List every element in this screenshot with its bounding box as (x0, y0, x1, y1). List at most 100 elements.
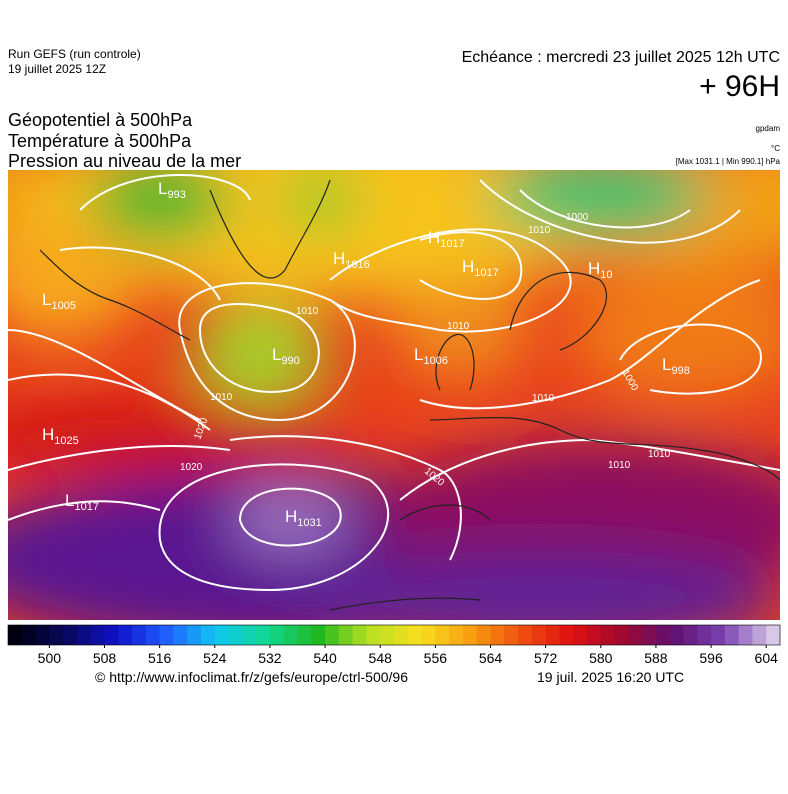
center: H1031 (285, 507, 322, 529)
center: H10 (588, 259, 613, 281)
center: H1017 (428, 228, 465, 250)
isobar-label: 1010 (528, 225, 551, 236)
center-value: 993 (167, 189, 185, 201)
unit: °C (771, 144, 780, 153)
colorbar-cell (697, 625, 712, 645)
colorbar-cell (201, 625, 216, 645)
temperature-field (8, 170, 780, 620)
colorbar-cell (504, 625, 519, 645)
generated-time: 19 juil. 2025 16:20 UTC (537, 669, 684, 685)
colorbar-tick-label: 524 (203, 650, 227, 666)
field: Température à 500hPa (8, 131, 192, 151)
colorbar-tick-label: 540 (313, 650, 337, 666)
colorbar-cell (559, 625, 574, 645)
center-value: 10 (600, 269, 612, 281)
colorbar-cell (421, 625, 436, 645)
center-value: 1005 (51, 300, 75, 312)
isobar-label: 1010 (447, 321, 470, 332)
field: Géopotentiel à 500hPa (8, 110, 193, 130)
unit: [Max 1031.1 | Min 990.1] hPa (676, 157, 781, 166)
center-kind: H (333, 249, 345, 268)
colorbar-cell (766, 625, 781, 645)
colorbar-cell (449, 625, 464, 645)
isobar-label: 1010 (532, 393, 555, 404)
colorbar-cell (269, 625, 285, 645)
colorbar-frame (7, 624, 781, 646)
center-value: 1017 (440, 238, 464, 250)
colorbar-cell (118, 625, 133, 645)
coastlines (39, 179, 780, 611)
center-kind: H (285, 507, 297, 526)
center: H1017 (462, 257, 499, 279)
colorbar-tick-label: 516 (148, 650, 172, 666)
unit: gpdam (756, 124, 781, 133)
colorbar-cell (228, 625, 243, 645)
colorbar-tick-label: 588 (644, 650, 668, 666)
center: L1006 (414, 345, 448, 367)
colorbar-cell (642, 625, 657, 645)
center-value: 1016 (345, 259, 369, 271)
colorbar: 500 508 516 524 532 540 548 556 564 572 580 588 596 6… (7, 624, 781, 666)
isobar-label: 1010 (608, 460, 631, 471)
colorbar-cell (380, 625, 395, 645)
colorbar-cell (407, 625, 423, 645)
colorbar-cell (311, 625, 326, 645)
center-value: 1031 (297, 517, 321, 529)
colorbar-tick-label: 532 (258, 650, 282, 666)
source-url: © http://www.infoclimat.fr/z/gefs/europe… (95, 669, 408, 685)
colorbar-cell (476, 625, 491, 645)
center: L993 (158, 179, 186, 201)
isobars (8, 174, 780, 592)
colorbar-cell (187, 625, 202, 645)
colorbar-cell (587, 625, 602, 645)
colorbar-cell (628, 625, 643, 645)
colorbar-cell (752, 625, 767, 645)
field: Pression au niveau de la mer (8, 151, 241, 171)
colorbar-cell (49, 625, 64, 645)
colorbar-tick-label: 556 (424, 650, 448, 666)
center-kind: L (414, 345, 423, 364)
valid-time: Echéance : mercredi 23 juillet 2025 12h … (462, 49, 780, 66)
run-date: 19 juillet 2025 12Z (8, 62, 106, 76)
lead-time: + 96H (699, 70, 780, 103)
colorbar-cell (90, 625, 105, 645)
center-value: 1006 (423, 355, 447, 367)
colorbar-cell (173, 625, 188, 645)
colorbar-cell (573, 625, 588, 645)
colorbar-cell (531, 625, 547, 645)
colorbar-tick-label: 580 (589, 650, 613, 666)
map: L993 H1017 H1016 H1017 H10 L1005 L990 L1… (8, 170, 780, 620)
center-kind: L (272, 345, 281, 364)
isobar-label: 1020 (180, 462, 203, 473)
colorbar-cell (655, 625, 671, 645)
colorbar-cell (394, 625, 409, 645)
colorbar-cell (76, 625, 92, 645)
center-value: 1017 (74, 501, 98, 513)
colorbar-tick-label: 500 (38, 650, 62, 666)
colorbar-cell (724, 625, 740, 645)
center: L998 (662, 355, 690, 377)
colorbar-cell (8, 625, 23, 645)
center-value: 1017 (474, 267, 498, 279)
colorbar-cell (435, 625, 450, 645)
colorbar-cell (21, 625, 37, 645)
center: L1005 (42, 290, 76, 312)
colorbar-cell (297, 625, 312, 645)
colorbar-cell (683, 625, 698, 645)
colorbar-cell (462, 625, 478, 645)
isobar-label: 1010 (210, 392, 233, 403)
colorbar-cell (242, 625, 257, 645)
isobar-label: 1010 (648, 449, 671, 460)
colorbar-tick-label: 548 (369, 650, 393, 666)
colorbar-tick-label: 572 (534, 650, 558, 666)
colorbar-cell (614, 625, 629, 645)
center: H1016 (333, 249, 370, 271)
center: L1017 (65, 491, 99, 513)
run: Run GEFS (run controle) (8, 47, 141, 61)
colorbar-tick-label: 604 (755, 650, 779, 666)
center-kind: L (42, 290, 51, 309)
center-kind: L (65, 491, 74, 510)
